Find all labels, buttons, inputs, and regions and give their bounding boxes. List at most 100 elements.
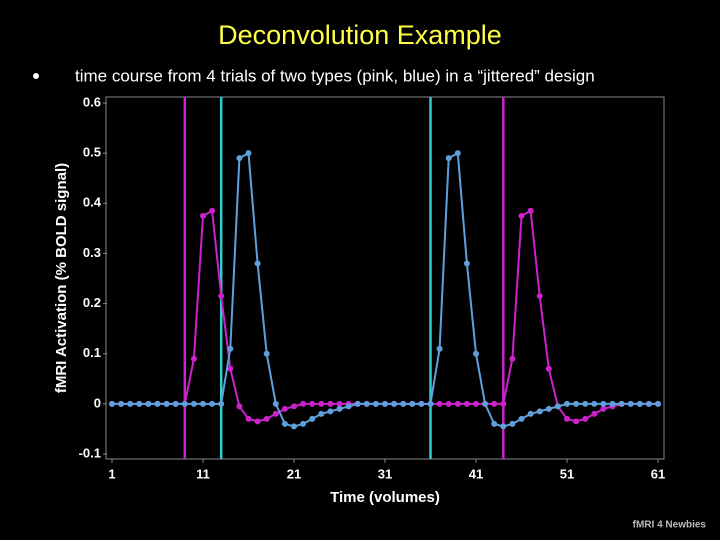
series-point (272, 410, 279, 417)
series-point (281, 420, 288, 427)
x-tick-label: 11 (196, 466, 210, 481)
series-point (527, 410, 534, 417)
x-tick-label: 51 (560, 466, 574, 481)
series-point (345, 403, 352, 410)
series-point (627, 400, 634, 407)
series-point (436, 400, 443, 407)
series-point (145, 400, 152, 407)
series-point (136, 400, 143, 407)
series-point (372, 400, 379, 407)
series-point (190, 400, 197, 407)
series-point (591, 400, 598, 407)
series-point (127, 400, 134, 407)
series-point (436, 345, 443, 352)
series-point (445, 400, 452, 407)
series-point (291, 403, 297, 410)
series-point (527, 207, 534, 214)
series-point (200, 400, 206, 407)
series-line (112, 209, 658, 423)
series-point (582, 400, 589, 407)
series-point (263, 415, 270, 422)
series-point (172, 400, 179, 407)
series-point (336, 400, 343, 407)
series-point (463, 400, 470, 407)
series-point (645, 400, 652, 407)
series-point (536, 293, 543, 300)
series-line (112, 151, 658, 428)
series-point (263, 350, 270, 357)
series-point (609, 400, 616, 407)
x-tick-label: 31 (378, 466, 392, 481)
series-point (491, 400, 498, 407)
series-point (254, 260, 261, 267)
series-point (554, 403, 561, 410)
series-point (154, 400, 161, 407)
series-point (181, 400, 188, 407)
series-point (573, 400, 580, 407)
series-point (636, 400, 643, 407)
series-point (509, 355, 516, 362)
series-point (509, 420, 516, 427)
series-point (318, 400, 325, 407)
series-point (300, 400, 307, 407)
series-point (382, 400, 388, 407)
series-point (582, 415, 589, 422)
series-point (354, 400, 361, 407)
series-point (618, 400, 625, 407)
series-point (227, 365, 234, 372)
series-point (454, 150, 461, 157)
series-point (300, 420, 307, 427)
y-axis-title: fMRI Activation (% BOLD signal) (53, 163, 70, 393)
series-point (218, 293, 225, 300)
series-point (327, 400, 334, 407)
series-point (463, 260, 470, 267)
series-point (218, 400, 225, 407)
series-point (518, 212, 525, 219)
series-point (518, 415, 525, 422)
y-tick-label: 0.3 (83, 245, 101, 260)
x-tick-label: 61 (651, 466, 665, 481)
y-tick-label: 0.6 (83, 94, 101, 109)
series-point (409, 400, 416, 407)
bullet (33, 73, 39, 79)
series-point (209, 400, 216, 407)
series-point (190, 355, 197, 362)
series-point (600, 400, 607, 407)
x-tick-label: 41 (469, 466, 483, 481)
x-tick-label: 21 (287, 466, 301, 481)
series-point (473, 400, 479, 407)
series-point (600, 405, 607, 412)
y-tick-label: 0.1 (83, 345, 101, 360)
series-point (427, 400, 434, 407)
series-point (500, 423, 507, 430)
series-point (236, 403, 243, 410)
series-point (445, 155, 452, 162)
series-point (391, 400, 398, 407)
y-tick-label: 0.2 (83, 295, 101, 310)
series-point (309, 415, 316, 422)
series-point (227, 345, 234, 352)
series-point (418, 400, 425, 407)
series-point (473, 350, 479, 357)
series-point (200, 212, 206, 219)
y-tick-label: 0 (94, 395, 101, 410)
series-point (500, 400, 507, 407)
subtitle: time course from 4 trials of two types (… (75, 66, 595, 85)
series-point (573, 418, 580, 425)
series-point (564, 400, 570, 407)
series-point (245, 415, 252, 422)
series-point (163, 400, 170, 407)
series-point (118, 400, 125, 407)
x-tick-label: 1 (108, 466, 115, 481)
series-point (591, 410, 598, 417)
series-point (245, 150, 252, 157)
series-point (291, 423, 297, 430)
series-point (655, 400, 661, 407)
series-point (482, 400, 489, 407)
series-point (236, 155, 243, 162)
series-point (272, 400, 279, 407)
series-point (363, 400, 370, 407)
footer-logo: fMRI 4 Newbies (633, 520, 707, 531)
